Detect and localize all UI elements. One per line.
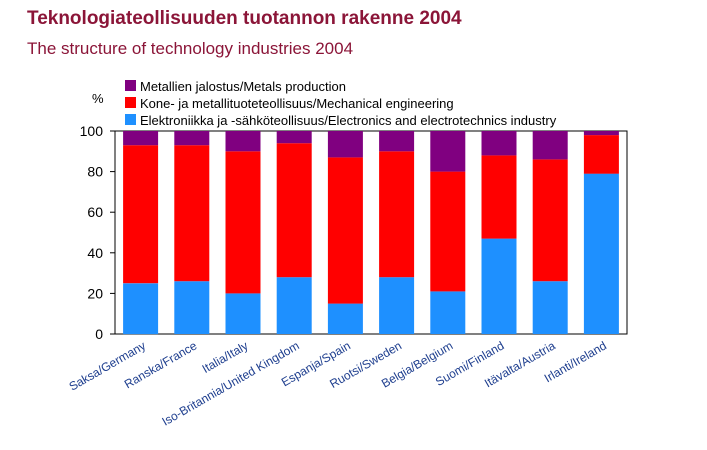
legend-swatch (125, 97, 136, 108)
chart-title: Teknologiateollisuuden tuotannon rakenne… (27, 8, 462, 29)
legend-label: Elektroniikka ja -sähköteollisuus/Electr… (140, 113, 557, 128)
y-tick-label: 40 (87, 245, 103, 261)
bar-segment-3-8 (481, 131, 517, 156)
y-axis: 0 20 40 60 80 100 (80, 123, 115, 342)
bar-segment-3-6 (379, 131, 415, 152)
bar-segment-2-10 (583, 135, 619, 174)
bar-segment-1-2 (174, 281, 210, 334)
legend-swatch (125, 114, 136, 125)
bar-segment-1-10 (583, 173, 619, 334)
bar-segment-2-6 (379, 151, 415, 278)
bar-segment-2-3 (225, 151, 261, 294)
bar-segment-1-8 (481, 238, 517, 334)
bar-segment-1-7 (430, 291, 466, 334)
bar-segment-3-7 (430, 131, 466, 172)
bar-segment-2-9 (532, 159, 568, 282)
bar-segment-2-7 (430, 171, 466, 292)
bar-segment-3-4 (276, 131, 312, 144)
plot-area (114, 130, 628, 335)
bar-segment-2-8 (481, 155, 517, 239)
bar-segment-3-10 (583, 131, 619, 136)
bar-segment-3-1 (123, 131, 159, 146)
bar-segment-1-5 (327, 303, 363, 334)
legend-swatch (125, 80, 136, 91)
bar-segment-1-1 (123, 283, 159, 335)
y-tick-label: 20 (87, 285, 103, 301)
legend: Metallien jalostus/Metals production Kone… (125, 79, 557, 128)
y-axis-unit: % (92, 91, 104, 106)
bar-segment-3-3 (225, 131, 261, 152)
bar-segment-2-5 (327, 157, 363, 304)
y-tick-label: 0 (95, 326, 103, 342)
y-tick-label: 80 (87, 164, 103, 180)
legend-label: Kone- ja metallituoteteollisuus/Mechanic… (140, 96, 454, 111)
bar-segment-2-2 (174, 145, 210, 282)
bar-segment-1-9 (532, 281, 568, 334)
bar-segment-3-5 (327, 131, 363, 158)
bar-segment-1-4 (276, 277, 312, 334)
y-tick-label: 100 (80, 123, 104, 139)
y-tick-label: 60 (87, 204, 103, 220)
bar-segment-2-1 (123, 145, 159, 284)
bar-segment-1-3 (225, 293, 261, 334)
bar-segment-3-9 (532, 131, 568, 160)
legend-label: Metallien jalostus/Metals production (140, 79, 346, 94)
chart-subtitle: The structure of technology industries 2… (27, 39, 354, 58)
bar-segment-1-6 (379, 277, 415, 334)
bar-segment-3-2 (174, 131, 210, 146)
bar-segment-2-4 (276, 143, 312, 278)
